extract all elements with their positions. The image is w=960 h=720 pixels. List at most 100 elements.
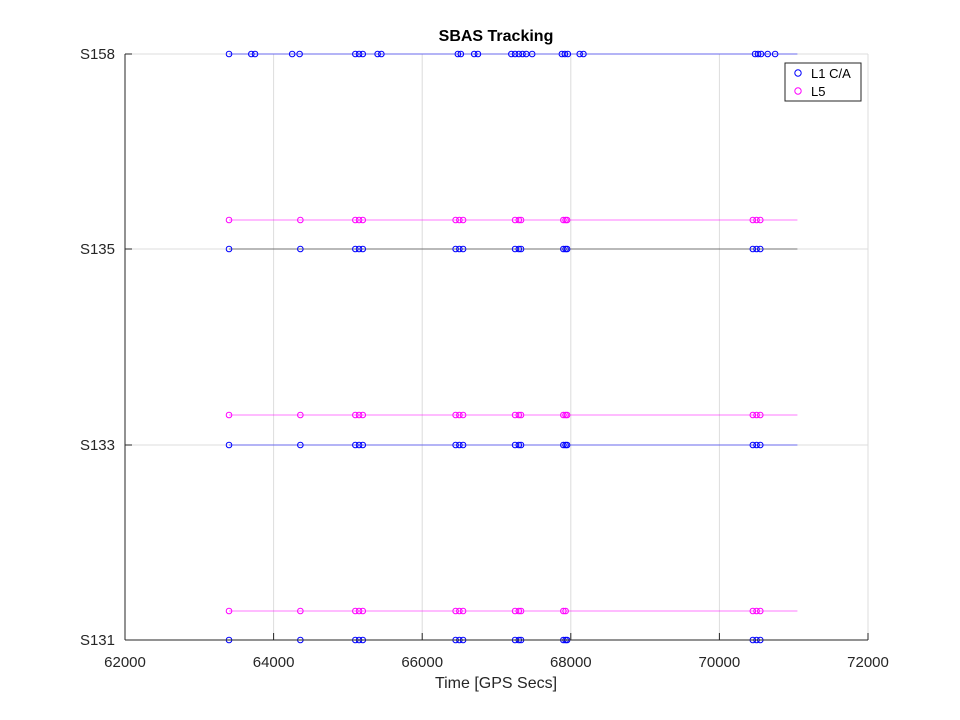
data-point [749,411,757,419]
data-point [456,607,463,615]
legend-marker-l1 [794,69,802,77]
data-point [452,607,459,615]
data-point [757,50,765,58]
data-point [576,50,584,58]
data-point [452,411,459,419]
data-point [452,245,459,253]
data-point [563,245,571,253]
data-point [749,607,757,615]
data-point [515,411,523,419]
data-point [753,245,760,253]
data-point [296,50,303,58]
data-point [519,50,526,58]
x-tick-label: 72000 [847,654,889,671]
data-point [225,441,233,449]
data-point [452,441,459,449]
chart-title: SBAS Tracking [439,28,554,45]
data-point [359,441,367,449]
data-point [528,50,536,58]
data-point [561,50,569,58]
data-point [756,411,764,419]
data-point [749,245,757,253]
data-point [355,441,363,449]
data-point [378,50,385,58]
data-point [225,607,233,615]
data-point [517,607,525,615]
data-point [515,50,523,58]
data-point [560,216,567,224]
data-point [297,411,304,419]
data-point [753,411,760,419]
data-point [470,50,478,58]
x-axis-label: Time [GPS Secs] [435,675,557,692]
data-point [560,245,567,253]
data-point [580,50,587,58]
x-tick-label: 68000 [550,654,592,671]
data-point [459,216,467,224]
data-point [560,607,567,615]
data-point [297,245,304,253]
y-tick-label: S158 [80,46,115,63]
data-point [457,50,465,58]
data-point [288,50,296,58]
data-point [563,411,571,419]
data-point [517,441,525,449]
data-point [508,50,515,58]
data-point [474,50,482,58]
data-point [359,607,367,615]
data-point [359,216,367,224]
data-point [352,50,359,58]
data-point [517,216,525,224]
data-point [756,216,764,224]
data-point [355,411,363,419]
data-point [297,216,304,224]
x-tick-label: 64000 [253,654,295,671]
data-point [459,607,467,615]
data-point [352,216,359,224]
data-point [753,216,760,224]
axes [124,53,869,641]
data-point [515,441,523,449]
y-tick-label: S131 [80,632,115,649]
data-point [560,441,567,449]
data-point [225,50,233,58]
data-point [517,245,525,253]
data-point [564,50,572,58]
y-tick-label: S135 [80,241,115,258]
data-point [359,50,367,58]
data-point [452,216,459,224]
data-point [456,245,463,253]
data-point [355,607,363,615]
x-tick-label: 70000 [699,654,741,671]
data-point [753,441,760,449]
data-point [517,411,525,419]
data-point [359,411,367,419]
x-tick-label: 66000 [401,654,443,671]
x-tick-label: 62000 [104,654,146,671]
data-point [753,607,760,615]
data-point [754,50,762,58]
legend-marker-l5 [794,87,802,95]
legend-label-l1: L1 C/A [811,66,851,81]
data-point [352,411,359,419]
data-point [563,216,571,224]
data-point [563,441,571,449]
data-point [359,245,367,253]
x-tick-labels: 62000 64000 66000 68000 70000 72000 [104,654,889,671]
data-point [459,245,467,253]
legend-label-l5: L5 [811,84,825,99]
data-point [749,441,757,449]
data-point [756,607,764,615]
data-point [225,245,233,253]
legend: L1 C/A L5 [784,62,862,102]
data-point [456,441,463,449]
data-point [355,245,363,253]
data-point [352,441,359,449]
data-point [374,50,381,58]
data-point [515,607,523,615]
data-point [225,411,233,419]
data-point [459,441,467,449]
plot-area [125,54,868,640]
data-point [562,607,569,615]
data-point [352,245,359,253]
